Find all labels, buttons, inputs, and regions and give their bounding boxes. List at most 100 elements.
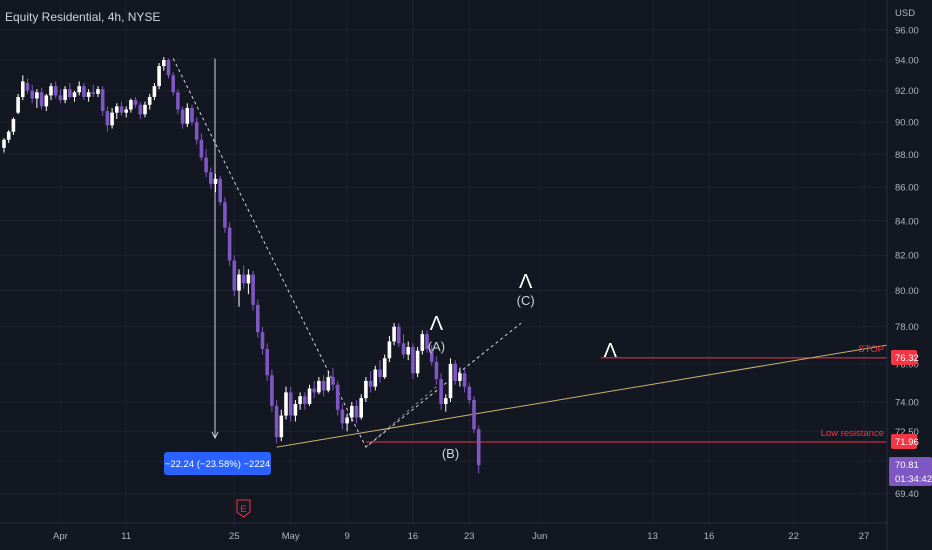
- candle-body: [350, 405, 354, 418]
- candle-body: [415, 350, 420, 374]
- candle-body: [72, 92, 77, 97]
- candle: [270, 369, 274, 412]
- price-tick-label: 96.00: [895, 25, 919, 36]
- candle-body: [406, 347, 410, 355]
- candle-body: [246, 274, 251, 284]
- candle-body: [227, 227, 232, 261]
- candle: [429, 345, 434, 366]
- candle: [279, 409, 284, 442]
- candle-body: [472, 400, 476, 430]
- candle-body: [152, 86, 157, 97]
- candle: [218, 175, 222, 206]
- candle: [199, 133, 204, 161]
- candle: [444, 394, 448, 412]
- candle: [11, 117, 16, 135]
- candle: [397, 323, 401, 348]
- candle-body: [368, 380, 373, 387]
- price-tick-label: 86.00: [895, 183, 919, 194]
- candle: [77, 81, 81, 96]
- candle: [237, 269, 241, 307]
- candle: [49, 82, 53, 101]
- candle: [335, 380, 340, 416]
- candle-body: [434, 361, 439, 380]
- earnings-marker-shape: [236, 499, 251, 518]
- candle-body: [467, 386, 472, 401]
- candle-body: [373, 369, 378, 387]
- candle: [392, 323, 396, 346]
- candle-body: [411, 347, 415, 374]
- low-resistance-label: Low resistance: [821, 428, 884, 439]
- candle: [124, 106, 128, 118]
- candle: [453, 360, 457, 385]
- candle: [307, 384, 312, 406]
- candle-body: [401, 343, 406, 355]
- candle-body: [340, 409, 345, 424]
- candle: [138, 101, 143, 119]
- earnings-marker[interactable]: E: [236, 499, 251, 518]
- candle: [119, 101, 124, 116]
- candle: [382, 354, 387, 380]
- candle-body: [68, 89, 72, 97]
- candle-body: [138, 104, 143, 115]
- candle-body: [124, 109, 128, 113]
- peak-marker-c: Λ: [519, 271, 533, 293]
- candle: [147, 93, 152, 110]
- candle-body: [265, 348, 269, 376]
- candle-body: [171, 75, 175, 93]
- candle-body: [39, 92, 44, 107]
- stop-label: STOP: [858, 344, 884, 355]
- candle-body: [453, 363, 457, 381]
- candle-body: [382, 358, 387, 378]
- candle: [2, 138, 6, 153]
- candle: [472, 396, 476, 434]
- candle-body: [279, 415, 284, 438]
- price-tick-label: 94.00: [895, 56, 919, 67]
- candle-body: [16, 96, 20, 113]
- candle-body: [162, 60, 166, 67]
- candle: [265, 343, 269, 381]
- candle: [63, 86, 67, 104]
- candle-body: [439, 379, 443, 404]
- bar-countdown: 01:34:42: [895, 474, 932, 485]
- candle: [110, 107, 114, 129]
- last-price-tag: 70.81 01:34:42: [889, 457, 932, 486]
- candle-body: [420, 334, 425, 351]
- candle-body: [199, 139, 204, 158]
- drawings[interactable]: [172, 58, 888, 448]
- candle-body: [223, 202, 227, 228]
- candle: [105, 106, 110, 132]
- candle: [378, 360, 382, 383]
- measure-badge-text: −22.24 (−23.58%) −2224: [165, 459, 270, 470]
- candle-body: [364, 380, 368, 399]
- candle-body: [2, 139, 6, 148]
- candle: [213, 173, 218, 193]
- candle-body: [312, 388, 316, 393]
- candle-body: [30, 90, 34, 99]
- candle: [434, 356, 439, 385]
- candle: [162, 56, 166, 71]
- candle: [406, 341, 410, 361]
- candle-body: [293, 403, 298, 416]
- candle: [467, 382, 472, 404]
- candle-body: [166, 60, 171, 76]
- candle-body: [110, 112, 114, 126]
- time-tick-label: 16: [408, 531, 419, 542]
- candle-body: [77, 86, 81, 93]
- candle-body: [317, 380, 321, 393]
- candle-body: [256, 304, 260, 333]
- candle: [345, 413, 349, 432]
- trend-line[interactable]: [276, 344, 888, 448]
- measure-badge-bg: [164, 452, 271, 475]
- candle: [171, 72, 175, 96]
- candle: [288, 386, 293, 422]
- candle: [476, 425, 481, 474]
- time-axis[interactable]: Apr 11 25 May 9 16 23 Jun 13 16 22 27: [53, 531, 869, 542]
- candle: [143, 101, 147, 118]
- candle: [303, 392, 307, 410]
- candle: [91, 84, 96, 97]
- candle-body: [82, 86, 86, 97]
- stop-price-tag: 76.32: [891, 350, 919, 365]
- candle: [462, 369, 467, 393]
- price-tick-label: 80.00: [895, 286, 919, 297]
